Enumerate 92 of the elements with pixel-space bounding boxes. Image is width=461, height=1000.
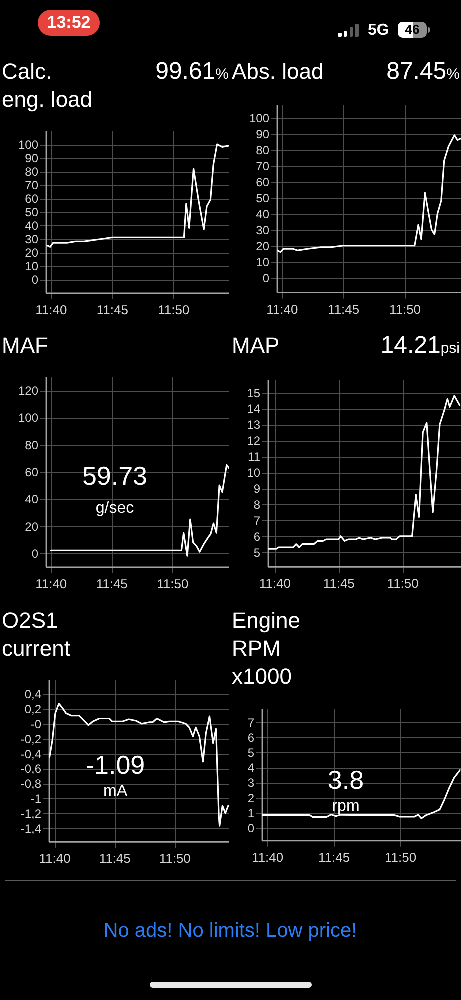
- y-tick-label: 20: [256, 239, 270, 254]
- chart-title: Calc. eng. load: [2, 58, 94, 114]
- x-tick-label: 11:50: [160, 851, 192, 866]
- text: 3.8 rpm: [326, 765, 366, 817]
- y-tick-label: 5: [248, 746, 256, 760]
- y-tick-label: 120: [18, 384, 39, 398]
- y-tick-label: 30: [256, 223, 270, 238]
- y-tick-label: 50: [256, 191, 270, 206]
- y-tick-label: 60: [256, 175, 270, 190]
- text: 59.73 g/sec: [81, 461, 149, 519]
- y-tick-label: 70: [256, 159, 270, 174]
- x-tick-label: 11:50: [156, 576, 188, 592]
- x-tick-label: 11:45: [318, 850, 350, 866]
- y-tick-label: 40: [256, 207, 270, 222]
- y-tick-label: -1,4: [21, 822, 42, 836]
- y-tick-label: 100: [18, 138, 39, 152]
- x-tick-label: 11:45: [328, 302, 360, 317]
- chart-title: O2S1 current: [2, 607, 72, 663]
- y-tick-label: 20: [24, 519, 39, 534]
- y-tick-label: 0: [248, 822, 256, 836]
- y-tick-label: 7: [254, 514, 262, 528]
- y-tick-label: 90: [24, 152, 39, 166]
- chart-subtitle: 14.21psi: [380, 332, 460, 359]
- y-tick-label: 0,2: [25, 702, 42, 717]
- y-tick-label: 9: [254, 482, 262, 496]
- chart-subtitle: 99.61%: [156, 58, 229, 85]
- x-tick-label: 11:45: [96, 302, 128, 318]
- y-tick-label: 5: [254, 546, 262, 560]
- y-tick-label: 10: [247, 466, 262, 480]
- y-tick-label: 80: [256, 143, 270, 158]
- chart-subtitle: 87.45%: [386, 58, 460, 85]
- chart-title: Engine RPM x1000: [232, 607, 302, 691]
- x-tick-label: 11:50: [388, 576, 420, 592]
- x-tick-label: 11:40: [35, 302, 67, 318]
- y-tick-label: 8: [254, 498, 262, 512]
- x-tick-label: 11:40: [266, 302, 298, 317]
- y-tick-label: 13: [247, 418, 262, 432]
- y-tick-label: 10: [24, 260, 39, 274]
- y-tick-label: 0: [262, 271, 270, 286]
- chart-title: MAF: [2, 332, 50, 360]
- y-tick-label: 0: [32, 273, 39, 287]
- chart-title: Abs. load: [232, 58, 325, 86]
- y-tick-label: 10: [256, 255, 270, 270]
- y-tick-label: 40: [24, 492, 39, 506]
- y-tick-label: 30: [24, 232, 39, 246]
- y-tick-label: -1,2: [21, 806, 42, 821]
- y-tick-label: 3: [248, 776, 256, 790]
- y-tick-label: -0,8: [21, 777, 42, 792]
- y-tick-label: 15: [247, 386, 262, 400]
- y-tick-label: 0: [32, 546, 39, 561]
- x-tick-label: 11:40: [35, 576, 67, 592]
- text: -1.09 mA: [84, 750, 146, 802]
- y-tick-label: 60: [24, 465, 39, 480]
- x-tick-label: 11:45: [96, 576, 128, 592]
- y-tick-label: 0,4: [25, 688, 42, 702]
- y-tick-label: -1: [31, 792, 42, 806]
- x-tick-label: 11:50: [385, 850, 417, 866]
- y-tick-label: 100: [18, 410, 39, 425]
- y-tick-label: 7: [248, 716, 256, 730]
- text: 13:52: [38, 10, 100, 36]
- y-tick-label: 50: [24, 206, 39, 220]
- text: No ads! No limits! Low price!: [102, 919, 358, 944]
- x-tick-label: 11:45: [100, 851, 132, 866]
- x-tick-label: 11:40: [260, 576, 292, 592]
- y-tick-label: 6: [254, 530, 262, 544]
- text: 5G: [368, 21, 390, 41]
- x-tick-label: 11:50: [389, 302, 421, 317]
- y-tick-label: 14: [247, 402, 262, 416]
- y-tick-label: 20: [24, 246, 39, 260]
- y-tick-label: 6: [248, 731, 256, 746]
- y-tick-label: 100: [249, 111, 270, 126]
- y-tick-label: 60: [24, 192, 39, 206]
- line-series: [50, 464, 230, 557]
- y-tick-label: 80: [24, 438, 39, 452]
- x-tick-label: 11:45: [324, 576, 356, 592]
- y-tick-label: 90: [256, 127, 270, 142]
- y-tick-label: 80: [24, 165, 39, 179]
- y-tick-label: 4: [248, 761, 256, 776]
- chart-title: MAP: [232, 332, 281, 360]
- y-tick-label: 2: [248, 792, 256, 806]
- y-tick-label: -0,4: [21, 747, 42, 762]
- y-tick-label: 11: [248, 450, 262, 464]
- y-tick-label: 70: [24, 178, 39, 192]
- y-tick-label: -0: [31, 717, 42, 732]
- x-tick-label: 11:50: [158, 302, 190, 318]
- y-tick-label: 12: [247, 434, 262, 448]
- y-tick-label: -0,2: [21, 732, 42, 746]
- x-tick-label: 11:40: [252, 850, 284, 866]
- y-tick-label: -0,6: [21, 762, 42, 776]
- y-tick-label: 1: [248, 806, 256, 821]
- y-tick-label: 40: [24, 219, 39, 233]
- x-tick-label: 11:40: [40, 851, 72, 866]
